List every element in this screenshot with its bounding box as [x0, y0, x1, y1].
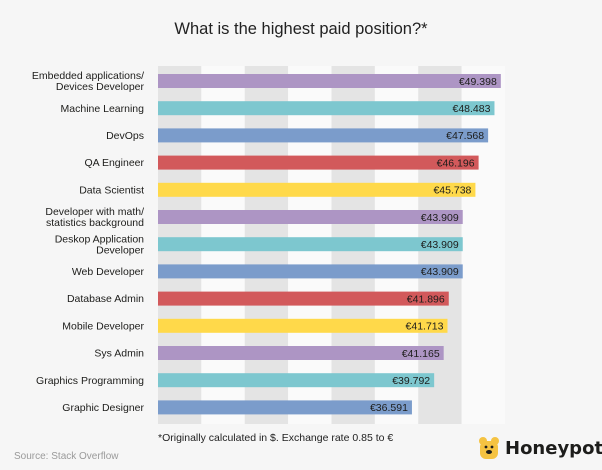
value-label: €43.909 — [421, 266, 459, 278]
category-label: Graphics Programming — [36, 375, 144, 387]
value-label: €49.398 — [459, 76, 497, 88]
value-label: €46.196 — [437, 157, 475, 169]
value-label: €43.909 — [421, 212, 459, 224]
bars — [158, 74, 501, 415]
bar — [158, 101, 495, 116]
category-label: Web Developer — [72, 266, 145, 278]
value-label: €41.165 — [402, 348, 440, 360]
source-note: Source: Stack Overflow — [14, 451, 119, 462]
category-label: Developer with math/statistics backgroun… — [45, 206, 144, 229]
bar — [158, 210, 463, 224]
footnote: *Originally calculated in $. Exchange ra… — [158, 432, 394, 444]
category-label: QA Engineer — [84, 157, 144, 169]
category-label: Database Admin — [67, 293, 144, 305]
value-label: €39.792 — [392, 375, 430, 387]
bar — [158, 264, 463, 279]
bear-icon — [479, 437, 499, 459]
brand-name: Honeypot — [505, 437, 602, 459]
value-label: €41.896 — [407, 293, 445, 305]
category-label: Machine Learning — [61, 103, 145, 115]
bar — [158, 155, 479, 170]
value-label: €47.568 — [446, 130, 484, 142]
category-label: Sys Admin — [94, 348, 144, 360]
bar — [158, 346, 444, 360]
bar — [158, 237, 463, 252]
category-labels: Embedded applications/Devices Developer M… — [32, 70, 145, 414]
category-label: Mobile Developer — [62, 320, 144, 332]
honeypot-logo: Honeypot — [478, 436, 602, 460]
bar — [158, 291, 449, 306]
value-labels: €49.398 €48.483 €47.568 €46.196 €45.738 €43.9… — [370, 76, 497, 414]
category-label: Graphic Designer — [62, 402, 144, 414]
value-label: €36.591 — [370, 402, 408, 414]
bar — [158, 74, 501, 88]
category-label: Embedded applications/Devices Developer — [32, 70, 145, 93]
bar — [158, 373, 435, 388]
chart-title: What is the highest paid position?* — [174, 20, 428, 38]
value-label: €43.909 — [421, 239, 459, 251]
value-label: €48.483 — [453, 103, 491, 115]
bar — [158, 318, 448, 333]
value-label: €41.713 — [406, 321, 444, 333]
category-label: Deskop Application Developer — [55, 233, 145, 256]
bar — [158, 128, 489, 143]
category-label: DevOps — [106, 130, 144, 142]
bar — [158, 400, 412, 415]
category-label: Data Scientist — [79, 184, 144, 196]
bar — [158, 182, 476, 197]
value-label: €45.738 — [433, 185, 471, 197]
background-band — [461, 66, 505, 424]
